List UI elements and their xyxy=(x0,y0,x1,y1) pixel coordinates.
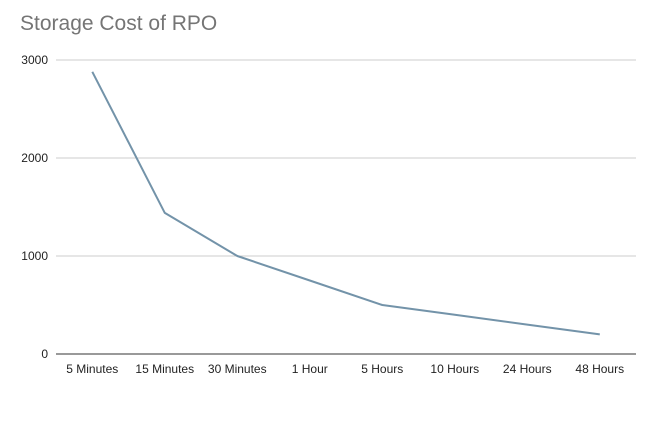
chart-title: Storage Cost of RPO xyxy=(20,12,218,35)
x-tick-label: 5 Minutes xyxy=(66,362,118,376)
x-tick-label: 15 Minutes xyxy=(135,362,194,376)
y-tick-label: 1000 xyxy=(21,249,48,263)
x-tick-label: 1 Hour xyxy=(292,362,328,376)
y-tick-label: 2000 xyxy=(21,151,48,165)
y-axis-tick-labels: 0 1000 2000 3000 xyxy=(21,53,48,361)
x-tick-label: 30 Minutes xyxy=(208,362,267,376)
x-tick-label: 5 Hours xyxy=(361,362,403,376)
x-tick-label: 10 Hours xyxy=(430,362,479,376)
y-tick-label: 0 xyxy=(41,347,48,361)
x-tick-label: 24 Hours xyxy=(503,362,552,376)
y-tick-label: 3000 xyxy=(21,53,48,67)
series-line xyxy=(91,71,600,336)
x-tick-label: 48 Hours xyxy=(575,362,624,376)
x-axis-tick-labels: 5 Minutes 15 Minutes 30 Minutes 1 Hour 5 Hou… xyxy=(66,362,624,376)
gridlines xyxy=(56,59,636,257)
